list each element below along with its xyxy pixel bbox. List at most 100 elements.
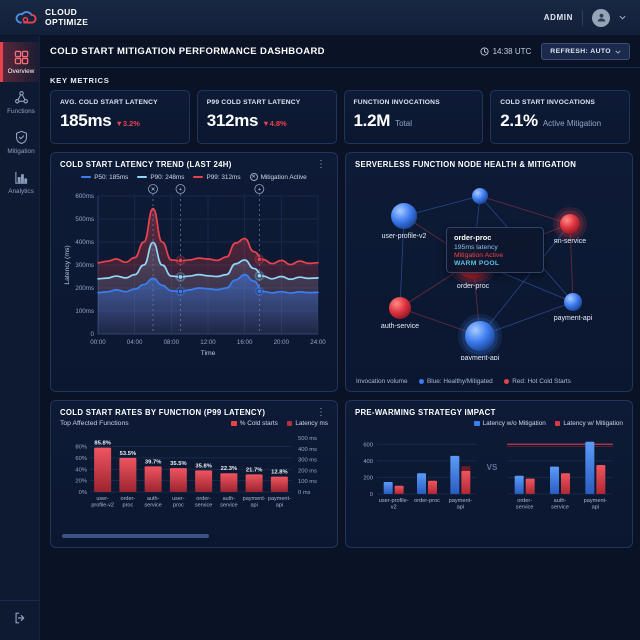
svg-text:Latency (ms): Latency (ms) [64, 245, 71, 284]
kebab-menu-icon[interactable]: ⋮ [316, 406, 326, 418]
svg-text:+: + [179, 187, 182, 193]
svg-text:35.8%: 35.8% [195, 463, 211, 469]
bar-with-auth-service[interactable] [561, 473, 570, 494]
bar-without-user-profile-v2[interactable] [383, 481, 393, 494]
card-head: COLD START LATENCY TREND (LAST 24H) ⋮ [60, 158, 328, 170]
svg-text:0%: 0% [79, 490, 87, 496]
tooltip-node-name: order-proc [454, 233, 492, 242]
time-label: 14:38 UTC [492, 47, 532, 56]
function-node-user-profile-v2[interactable] [391, 203, 417, 229]
metric-suffix: Active Mitigation [542, 119, 602, 128]
svg-text:22.3%: 22.3% [221, 466, 237, 472]
svg-text:payment-api: payment-api [461, 355, 500, 360]
sidebar-item-overview[interactable]: Overview [0, 42, 39, 82]
bar-payment-api[interactable] [270, 476, 288, 492]
sidebar: Overview Functions Mitigation Analytics [0, 36, 40, 640]
svg-text:service: service [551, 505, 569, 511]
svg-text:payment-: payment- [243, 496, 266, 502]
chevron-down-icon [615, 50, 621, 54]
svg-text:100 ms: 100 ms [298, 479, 317, 485]
function-node-payment-api-2[interactable] [564, 293, 582, 311]
svg-text:order-proc: order-proc [457, 283, 490, 290]
function-node-hub[interactable] [472, 188, 488, 204]
kebab-menu-icon[interactable]: ⋮ [316, 158, 326, 170]
sidebar-item-label: Functions [7, 108, 35, 115]
svg-text:40%: 40% [75, 467, 87, 473]
latency-trend-chart: 0 100ms 200ms 300ms 400ms 500ms 600ms 00:00 04:0… [64, 184, 326, 357]
card-head: SERVERLESS FUNCTION NODE HEALTH & MITIGA… [355, 160, 623, 169]
bar-with-order-service[interactable] [525, 478, 535, 494]
svg-text:proc: proc [173, 503, 184, 509]
refresh-auto-button[interactable]: REFRESH: AUTO [541, 43, 630, 60]
function-node-auth-service[interactable] [389, 297, 411, 319]
function-node-payment-api[interactable] [465, 321, 495, 351]
metric-delta: ▼3.2% [115, 119, 140, 128]
sidebar-item-functions[interactable]: Functions [0, 82, 39, 122]
bar-without-order-proc[interactable] [417, 473, 426, 494]
logout-button[interactable] [0, 600, 39, 640]
metric-card: AVG. COLD START LATENCY 185ms ▼3.2% [50, 90, 190, 144]
svg-text:payment-: payment- [268, 496, 291, 502]
svg-text:service: service [516, 505, 534, 511]
brand: CLOUD OPTIMIZE [14, 6, 88, 28]
titlebar: COLD START MITIGATION PERFORMANCE DASHBO… [40, 36, 640, 68]
chevron-down-icon[interactable] [619, 15, 626, 20]
node-tooltip: order-proc 195ms latency Mitigation Acti… [446, 227, 544, 273]
latency-trend-card: COLD START LATENCY TREND (LAST 24H) ⋮ P5… [50, 152, 338, 392]
shield-icon [14, 130, 29, 145]
svg-text:яn-service: яn-service [554, 238, 586, 245]
svg-text:api: api [592, 505, 599, 511]
chart-scrollbar-track [60, 534, 328, 538]
logout-icon [13, 611, 27, 630]
bar-without-auth-service[interactable] [550, 466, 559, 494]
bar-without-payment-api[interactable] [450, 455, 460, 494]
card-head: PRE-WARMING STRATEGY IMPACT [355, 408, 623, 417]
svg-text:85.8%: 85.8% [94, 441, 110, 447]
metric-value: 2.1% [500, 111, 538, 130]
bar-with-order-proc[interactable] [428, 480, 437, 494]
svg-text:auth-: auth- [223, 496, 236, 502]
svg-text:auth-: auth- [147, 496, 160, 502]
bar-with-payment-api[interactable] [596, 465, 606, 494]
header-right: ADMIN [544, 8, 626, 27]
svg-text:0: 0 [91, 331, 95, 338]
legend-item: Latency ms [286, 420, 328, 427]
bar-order-service[interactable] [195, 470, 213, 492]
bar-auth-service[interactable] [220, 473, 238, 492]
sidebar-items: Overview Functions Mitigation Analytics [0, 42, 39, 202]
bar-without-order-service[interactable] [514, 475, 524, 494]
bar-auth-service[interactable] [144, 466, 162, 492]
bar-with-user-profile-v2[interactable] [394, 485, 404, 494]
bar-payment-api[interactable] [245, 474, 263, 492]
svg-text:order-: order- [121, 496, 136, 502]
svg-text:400 ms: 400 ms [298, 447, 317, 453]
brand-line1: CLOUD [45, 6, 78, 17]
svg-text:00:00: 00:00 [90, 339, 106, 346]
sidebar-item-analytics[interactable]: Analytics [0, 162, 39, 202]
svg-text:VS: VS [487, 463, 498, 472]
legend-item: P99: 312ms [193, 174, 241, 181]
function-node-an-service[interactable] [560, 214, 580, 234]
network-legend: Invocation volume Blue: Healthy/Mitigated… [356, 378, 571, 385]
svg-text:0 ms: 0 ms [298, 490, 311, 496]
bar-user-profile-v2[interactable] [94, 447, 112, 492]
user-avatar-icon[interactable] [592, 8, 610, 27]
metric-delta: ▼4.8% [262, 119, 287, 128]
chart-scrollbar-thumb[interactable] [62, 534, 210, 538]
svg-text:12:00: 12:00 [200, 339, 216, 346]
warming-legend: Latency w/o Mitigation Latency w/ Mitigat… [355, 420, 623, 427]
sidebar-item-mitigation[interactable]: Mitigation [0, 122, 39, 162]
bar-with-payment-api[interactable] [461, 470, 471, 494]
bar-user-proc[interactable] [169, 468, 187, 492]
refresh-label: REFRESH: AUTO [550, 48, 611, 55]
svg-text:500ms: 500ms [75, 216, 94, 223]
bar-without-payment-api[interactable] [585, 441, 595, 494]
node-health-card: SERVERLESS FUNCTION NODE HEALTH & MITIGA… [345, 152, 633, 392]
svg-text:20:00: 20:00 [274, 339, 290, 346]
svg-text:0: 0 [370, 492, 373, 498]
svg-text:user-profile-v2: user-profile-v2 [382, 233, 427, 240]
svg-text:12.8%: 12.8% [271, 470, 287, 476]
bar-order-proc[interactable] [119, 457, 137, 492]
svg-text:api: api [457, 505, 464, 511]
metric-title: FUNCTION INVOCATIONS [353, 99, 440, 106]
